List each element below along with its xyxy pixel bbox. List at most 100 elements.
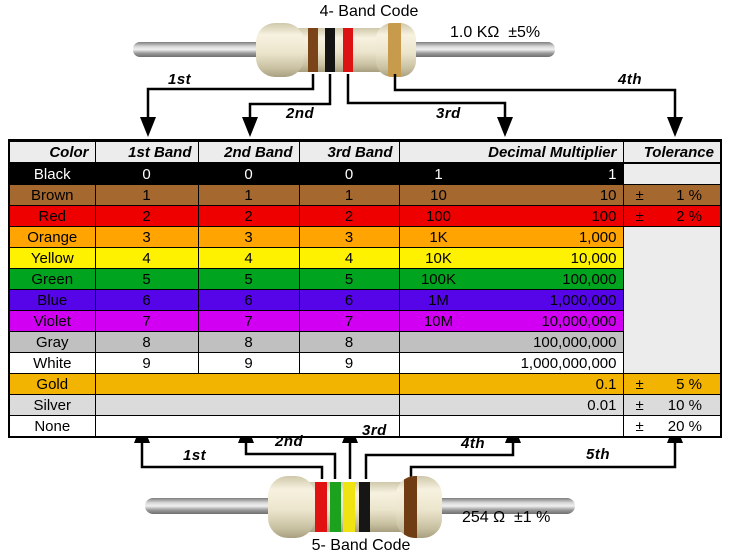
arrowhead-top-4th bbox=[667, 117, 683, 137]
four-band-resistor bbox=[133, 23, 555, 77]
header-decimal-multiplier: Decimal Multiplier bbox=[398, 139, 624, 164]
band-black bbox=[359, 482, 370, 532]
header-tolerance: Tolerance bbox=[622, 139, 722, 164]
color-code-table: Color 1st Band 2nd Band 3rd Band Decimal… bbox=[8, 139, 722, 438]
multiplier-cell: 10 10 bbox=[398, 184, 624, 206]
table-row: Blue 6 6 6 1M 1,000,000 bbox=[8, 289, 721, 311]
tolerance-cell: ±10 % bbox=[622, 394, 722, 416]
band3-digit: 3 bbox=[298, 226, 400, 248]
tolerance-cell: ±5 % bbox=[622, 373, 722, 395]
band2-digit: 7 bbox=[197, 310, 300, 332]
band1-digit: 6 bbox=[94, 289, 199, 311]
color-name: Brown bbox=[8, 184, 96, 206]
arrow-label-bottom-4th: 4th bbox=[461, 435, 485, 452]
band3-digit: 1 bbox=[298, 184, 400, 206]
bands-merged-blank bbox=[94, 394, 400, 416]
multiplier-cell: 0.01 bbox=[398, 394, 624, 416]
color-name: Green bbox=[8, 268, 96, 290]
arrow-label-bottom-2nd: 2nd bbox=[275, 433, 304, 450]
band-green bbox=[330, 482, 341, 532]
arrow-label-bottom-3rd: 3rd bbox=[362, 422, 387, 439]
resistor-body-left-bulge bbox=[268, 476, 315, 538]
color-name: None bbox=[8, 415, 96, 438]
band2-digit: 1 bbox=[197, 184, 300, 206]
header-color: Color bbox=[8, 139, 96, 164]
bands-merged-blank bbox=[94, 415, 400, 438]
arrowhead-top-1st bbox=[140, 117, 156, 137]
table-row: Red 2 2 2 100 100 ±2 % bbox=[8, 205, 722, 227]
multiplier-cell: 100K 100,000 bbox=[398, 268, 624, 290]
tolerance-cell: ±2 % bbox=[622, 205, 722, 227]
table-row: Gold 0.1 ±5 % bbox=[8, 373, 722, 395]
tolerance-cell-empty bbox=[622, 162, 722, 185]
bands-merged-blank bbox=[94, 373, 400, 395]
band-black bbox=[325, 28, 335, 72]
table-row: Silver 0.01 ±10 % bbox=[8, 394, 722, 416]
band-yellow bbox=[343, 482, 355, 532]
table-row: Green 5 5 5 100K 100,000 bbox=[8, 268, 721, 290]
arrow-label-top-2nd: 2nd bbox=[286, 105, 315, 122]
band-red bbox=[343, 28, 353, 72]
five-band-title: 5- Band Code bbox=[311, 537, 411, 554]
multiplier-cell: 100 100 bbox=[398, 205, 624, 227]
multiplier-cell: 10M 10,000,000 bbox=[398, 310, 624, 332]
table-row: Violet 7 7 7 10M 10,000,000 bbox=[8, 310, 721, 332]
four-band-title: 4- Band Code bbox=[319, 3, 419, 20]
band1-digit: 8 bbox=[94, 331, 199, 353]
multiplier-cell: 1,000,000,000 bbox=[398, 352, 624, 374]
table-row: Yellow 4 4 4 10K 10,000 bbox=[8, 247, 721, 269]
band-brown bbox=[308, 28, 318, 72]
tolerance-cell-empty-merged bbox=[622, 226, 722, 374]
arrow-label-bottom-1st: 1st bbox=[183, 447, 207, 464]
header-1st-band: 1st Band bbox=[94, 139, 199, 164]
band3-digit: 0 bbox=[298, 162, 400, 185]
arrow-label-bottom-5th: 5th bbox=[586, 446, 610, 463]
table-row: None ±20 % bbox=[8, 415, 722, 438]
four-band-value: 1.0 KΩ ±5% bbox=[450, 24, 541, 41]
color-name: Gray bbox=[8, 331, 96, 353]
table-row: White 9 9 9 1,000,000,000 bbox=[8, 352, 721, 374]
multiplier-cell: 1M 1,000,000 bbox=[398, 289, 624, 311]
multiplier-cell: 0.1 bbox=[398, 373, 624, 395]
color-name: Black bbox=[8, 162, 96, 185]
table-row: Orange 3 3 3 1K 1,000 bbox=[8, 226, 722, 374]
multiplier-cell: 10K 10,000 bbox=[398, 247, 624, 269]
five-band-resistor bbox=[145, 476, 575, 538]
color-name: Yellow bbox=[8, 247, 96, 269]
band-red bbox=[315, 482, 327, 532]
table-header-row: Color 1st Band 2nd Band 3rd Band Decimal… bbox=[8, 139, 722, 164]
band3-digit: 6 bbox=[298, 289, 400, 311]
multiplier-cell: 100,000,000 bbox=[398, 331, 624, 353]
band1-digit: 3 bbox=[94, 226, 199, 248]
band1-digit: 2 bbox=[94, 205, 199, 227]
band2-digit: 5 bbox=[197, 268, 300, 290]
color-name: White bbox=[8, 352, 96, 374]
arrow-label-top-1st: 1st bbox=[168, 71, 192, 88]
arrowhead-top-2nd bbox=[242, 117, 258, 137]
band-gold bbox=[388, 23, 401, 77]
band3-digit: 5 bbox=[298, 268, 400, 290]
color-name: Violet bbox=[8, 310, 96, 332]
color-name: Red bbox=[8, 205, 96, 227]
band3-digit: 2 bbox=[298, 205, 400, 227]
resistor-body-left-bulge bbox=[256, 23, 304, 77]
band2-digit: 2 bbox=[197, 205, 300, 227]
band1-digit: 7 bbox=[94, 310, 199, 332]
band2-digit: 3 bbox=[197, 226, 300, 248]
band-brown bbox=[404, 476, 417, 538]
band2-digit: 0 bbox=[197, 162, 300, 185]
multiplier-cell bbox=[398, 415, 624, 438]
band2-digit: 4 bbox=[197, 247, 300, 269]
band1-digit: 9 bbox=[94, 352, 199, 374]
arrow-label-top-3rd: 3rd bbox=[436, 105, 461, 122]
header-2nd-band: 2nd Band bbox=[197, 139, 300, 164]
table-row: Gray 8 8 8 100,000,000 bbox=[8, 331, 721, 353]
color-name: Gold bbox=[8, 373, 96, 395]
band2-digit: 6 bbox=[197, 289, 300, 311]
band3-digit: 7 bbox=[298, 310, 400, 332]
band1-digit: 0 bbox=[94, 162, 199, 185]
arrowhead-top-3rd bbox=[497, 117, 513, 137]
